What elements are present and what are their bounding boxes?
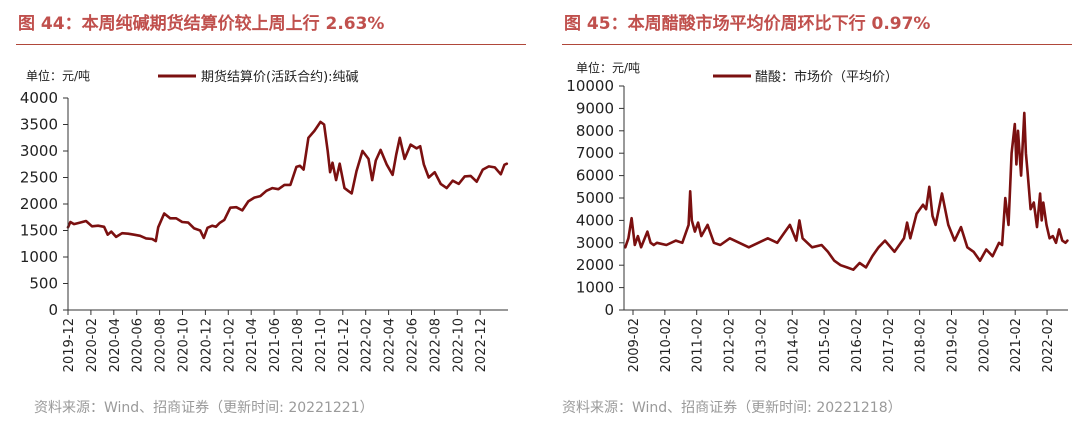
x-tick-label: 2019-02	[946, 318, 961, 372]
source-note: 资料来源：Wind、招商证券（更新时间: 20221218）	[562, 400, 902, 416]
legend-label: 醋酸：市场价（平均价）	[755, 69, 898, 85]
y-tick-label: 0	[604, 301, 614, 319]
y-tick-label: 4000	[576, 211, 614, 229]
x-tick-label: 2022-08	[428, 318, 443, 372]
y-tick-label: 3500	[20, 116, 58, 134]
x-tick-label: 2022-02	[1041, 318, 1056, 372]
x-tick-label: 2020-06	[131, 318, 146, 372]
x-tick-label: 2021-08	[291, 318, 306, 372]
unit-label: 单位：元/吨	[26, 68, 90, 83]
y-tick-label: 2500	[20, 169, 58, 187]
y-tick-label: 1000	[20, 248, 58, 266]
y-tick-label: 1500	[20, 222, 58, 240]
x-tick-label: 2011-02	[691, 318, 706, 372]
x-tick-label: 2021-06	[268, 318, 283, 372]
chart-panel-right: 图 45：本周醋酸市场平均价周环比下行 0.97% 单位：元/吨 醋酸：市场价（…	[548, 0, 1080, 423]
x-tick-label: 2013-02	[754, 318, 769, 372]
x-tick-label: 2012-02	[723, 318, 738, 372]
source-note: 资料来源：Wind、招商证券（更新时间: 20221221）	[34, 400, 374, 416]
unit-label: 单位：元/吨	[576, 60, 640, 75]
y-tick-label: 3000	[20, 142, 58, 160]
x-tick-label: 2019-12	[62, 318, 77, 372]
legend-label: 期货结算价(活跃合约):纯碱	[201, 69, 359, 85]
x-tick-label: 2009-02	[627, 318, 642, 372]
title-divider	[562, 44, 1072, 45]
x-tick-label: 2020-08	[154, 318, 169, 372]
x-tick-label: 2015-02	[818, 318, 833, 372]
x-tick-label: 2022-06	[406, 318, 421, 372]
x-tick-label: 2022-12	[474, 318, 489, 372]
x-tick-label: 2021-02	[1009, 318, 1024, 372]
x-tick-label: 2014-02	[786, 318, 801, 372]
x-tick-label: 2020-02	[85, 318, 100, 372]
y-tick-label: 500	[29, 275, 58, 293]
x-tick-label: 2022-10	[451, 318, 466, 372]
y-tick-label: 2000	[20, 195, 58, 213]
y-tick-label: 4000	[20, 89, 58, 107]
y-tick-label: 1000	[576, 279, 614, 297]
y-tick-label: 2000	[576, 256, 614, 274]
x-tick-label: 2016-02	[850, 318, 865, 372]
x-tick-label: 2010-02	[659, 318, 674, 372]
x-tick-label: 2022-04	[383, 318, 398, 372]
x-tick-label: 2021-04	[245, 318, 260, 372]
y-tick-label: 0	[48, 301, 58, 319]
chart-panel-left: 图 44：本周纯碱期货结算价较上周上行 2.63% 单位：元/吨 期货结算价(活…	[0, 0, 530, 423]
x-tick-label: 2022-02	[360, 318, 375, 372]
y-tick-label: 9000	[576, 99, 614, 117]
y-tick-label: 7000	[576, 144, 614, 162]
x-tick-label: 2020-02	[977, 318, 992, 372]
y-tick-label: 3000	[576, 234, 614, 252]
series-line	[66, 120, 509, 243]
figure-title: 图 44：本周纯碱期货结算价较上周上行 2.63%	[18, 14, 385, 34]
line-chart: 单位：元/吨 醋酸：市场价（平均价） 0 1000 2000 3000 4000 5000…	[566, 60, 1069, 372]
title-divider	[16, 44, 526, 45]
x-tick-label: 2021-02	[222, 318, 237, 372]
x-tick-label: 2021-12	[337, 318, 352, 372]
x-tick-label: 2020-12	[199, 318, 214, 372]
y-tick-label: 6000	[576, 167, 614, 185]
line-chart: 单位：元/吨 期货结算价(活跃合约):纯碱 0 500 1000 1500 2000 25…	[20, 68, 509, 372]
y-tick-label: 5000	[576, 189, 614, 207]
x-tick-label: 2017-02	[882, 318, 897, 372]
figure-title: 图 45：本周醋酸市场平均价周环比下行 0.97%	[564, 14, 931, 34]
x-tick-label: 2021-10	[314, 318, 329, 372]
series-line	[624, 111, 1069, 272]
y-tick-label: 10000	[566, 77, 614, 95]
y-tick-label: 8000	[576, 122, 614, 140]
x-tick-label: 2020-10	[177, 318, 192, 372]
x-tick-label: 2018-02	[914, 318, 929, 372]
x-tick-label: 2020-04	[108, 318, 123, 372]
